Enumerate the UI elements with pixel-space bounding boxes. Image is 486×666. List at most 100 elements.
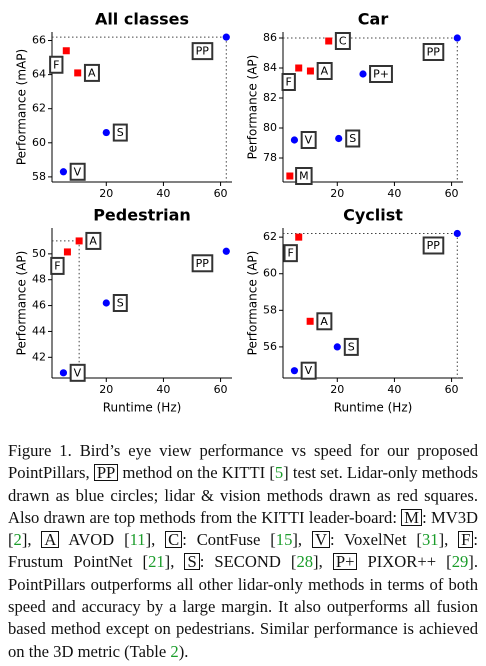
y-tick-label: 60 [263,267,277,280]
point-label: PP [422,236,445,255]
point-label-text: F [54,259,60,272]
point-label-text: V [74,366,82,379]
point [359,70,367,78]
point-label: V [300,361,317,380]
point-label-text: S [349,132,356,145]
point [62,47,70,55]
point-label-box [112,294,128,312]
caption-text: ], [145,530,166,550]
y-tick-label: 62 [32,102,46,115]
caption-text: ], [292,530,312,550]
point [290,136,299,144]
point-label-box [83,63,100,82]
x-tick-label: 40 [387,383,401,396]
x-tick-label: 60 [445,383,459,396]
point [286,172,294,180]
point-label-box [345,129,361,148]
point-label-box [191,42,214,61]
point-label-box [112,123,128,142]
citation: 15 [275,530,293,550]
x-tick-label: 20 [99,383,113,396]
point-label: V [69,162,86,181]
y-tick-label: 82 [263,91,277,104]
point-label-box [281,73,296,91]
point-label-text: V [305,134,313,147]
point-label-box [316,62,333,80]
caption-text: ] test set. Lidar-only methods drawn as … [8,463,479,527]
point [290,367,299,375]
point-label-text: S [117,126,124,139]
citation: 21 [148,552,165,572]
y-tick-label: 58 [32,170,46,183]
point-label: S [345,129,361,148]
point-label: V [300,131,317,149]
point [74,69,82,77]
point-label: M [295,167,313,185]
point [306,317,314,325]
point-label-box [369,65,393,83]
y-tick-label: 48 [32,273,46,286]
caption-text: : Frustum PointNet [ [8,530,478,572]
y-tick-label: 80 [263,121,277,134]
chart-title: Cyclist [343,206,403,225]
point-label-text: PP [427,46,441,59]
point-label: V [69,363,86,382]
citation: 2 [170,641,179,661]
y-tick-label: 46 [32,299,46,312]
caption-text: : ContFuse [ [182,530,276,550]
y-tick-label: 78 [263,151,277,164]
method-box: F [458,531,474,549]
method-box: V [311,531,330,549]
caption-text: method on the KITTI [ [118,463,275,483]
point-label: C [334,32,351,50]
x-axis-label: Runtime (Hz) [103,401,182,415]
point [333,343,341,351]
point-label-text: A [320,315,328,328]
caption-text: AVOD [ [59,530,130,550]
point [335,134,343,143]
point-label: A [316,62,333,80]
point [75,237,83,245]
caption-text: Figure 1. Bird’s eye view performance vs… [8,441,478,483]
point [453,229,461,238]
caption-text: PIXOR++ [ [357,552,452,572]
point [63,248,71,256]
x-axis-label: Runtime (Hz) [334,401,413,415]
point-label-text: PP [427,239,441,252]
caption-text: : VoxelNet [ [329,530,422,550]
chart-title: All classes [95,10,189,29]
method-box: C [165,531,183,549]
caption-text: ). [178,641,189,661]
method-box: S [184,553,200,571]
x-tick-label: 60 [214,187,228,200]
chart-title: Car [358,10,389,29]
point [453,34,461,42]
point-label-text: A [321,65,329,78]
x-tick-label: 20 [330,383,344,396]
y-tick-label: 64 [32,68,46,81]
point [295,233,303,241]
y-tick-label: 42 [32,350,46,363]
y-tick-label: 60 [32,136,46,149]
point [295,64,303,72]
point-label-text: S [117,297,124,310]
y-tick-label: 58 [263,303,277,316]
point-label: S [343,337,359,356]
method-box: A [41,531,60,549]
point-label: F [281,73,296,91]
point-label-box [316,312,333,331]
caption-text: : SECOND [ [199,552,297,572]
x-tick-label: 40 [156,383,170,396]
point-label-text: PP [196,257,210,270]
point-label: A [316,312,333,331]
x-tick-label: 40 [156,187,170,200]
caption-text: ], [164,552,185,572]
point [222,33,230,41]
point [306,67,314,75]
y-tick-label: 56 [263,340,277,353]
point-label-box [343,337,359,356]
citation: 31 [421,530,439,550]
point-label-box [422,236,445,255]
x-tick-label: 40 [387,187,401,200]
